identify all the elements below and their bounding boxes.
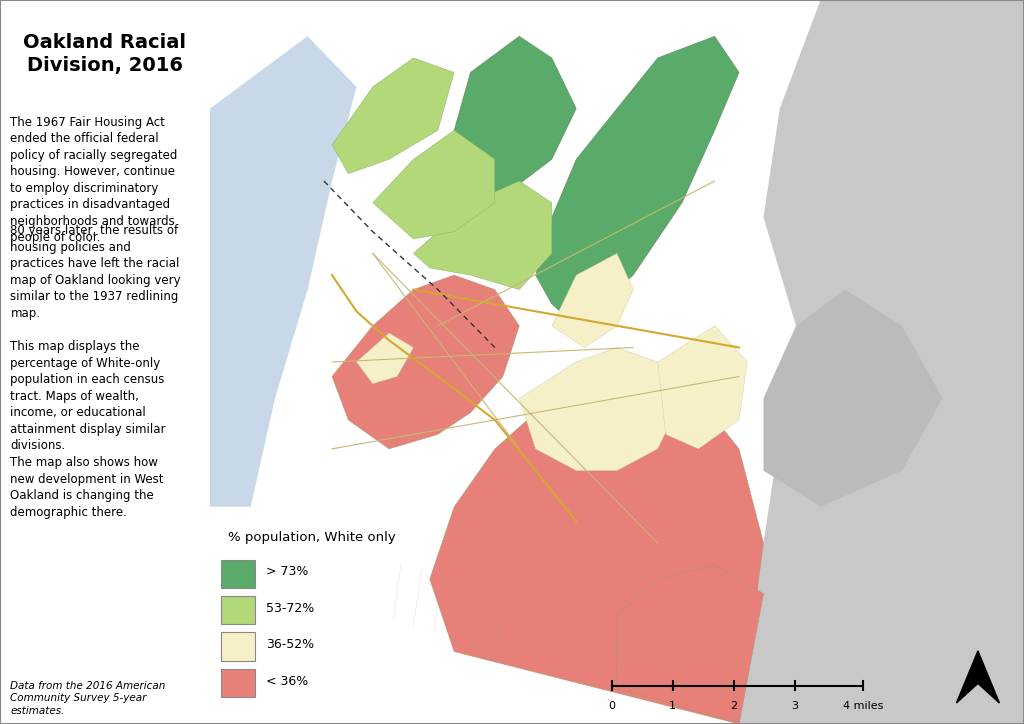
Polygon shape	[536, 36, 739, 326]
Polygon shape	[764, 290, 942, 507]
Polygon shape	[616, 565, 764, 724]
Polygon shape	[332, 275, 519, 449]
FancyBboxPatch shape	[221, 633, 255, 661]
Polygon shape	[657, 326, 748, 449]
Text: 1: 1	[670, 701, 676, 711]
Polygon shape	[956, 651, 999, 703]
Text: 2: 2	[730, 701, 737, 711]
Polygon shape	[373, 130, 495, 239]
Polygon shape	[332, 58, 455, 174]
Polygon shape	[519, 348, 682, 471]
Text: Oakland Racial
Division, 2016: Oakland Racial Division, 2016	[24, 33, 186, 75]
Polygon shape	[430, 362, 764, 724]
FancyBboxPatch shape	[221, 596, 255, 624]
Text: 4 miles: 4 miles	[843, 701, 883, 711]
Text: This map displays the
percentage of White-only
population in each census
tract. : This map displays the percentage of Whit…	[10, 340, 166, 452]
FancyBboxPatch shape	[221, 560, 255, 588]
Text: % population, White only: % population, White only	[228, 531, 395, 544]
Text: > 73%: > 73%	[266, 565, 308, 578]
Text: 3: 3	[792, 701, 798, 711]
Polygon shape	[414, 181, 552, 290]
Polygon shape	[210, 36, 356, 507]
Text: < 36%: < 36%	[266, 675, 308, 688]
FancyBboxPatch shape	[221, 669, 255, 697]
Text: The map also shows how
new development in West
Oakland is changing the
demograph: The map also shows how new development i…	[10, 456, 164, 518]
Text: 36-52%: 36-52%	[266, 638, 314, 651]
Polygon shape	[455, 36, 577, 203]
Text: 53-72%: 53-72%	[266, 602, 314, 615]
Polygon shape	[552, 253, 633, 348]
Text: Data from the 2016 American
Community Survey 5-year
estimates.: Data from the 2016 American Community Su…	[10, 681, 166, 716]
Text: The 1967 Fair Housing Act
ended the official federal
policy of racially segregat: The 1967 Fair Housing Act ended the offi…	[10, 116, 178, 244]
Text: 0: 0	[608, 701, 615, 711]
Polygon shape	[739, 0, 1024, 724]
Polygon shape	[356, 333, 414, 384]
Text: 80 years later, the results of
housing policies and
practices have left the raci: 80 years later, the results of housing p…	[10, 224, 181, 320]
